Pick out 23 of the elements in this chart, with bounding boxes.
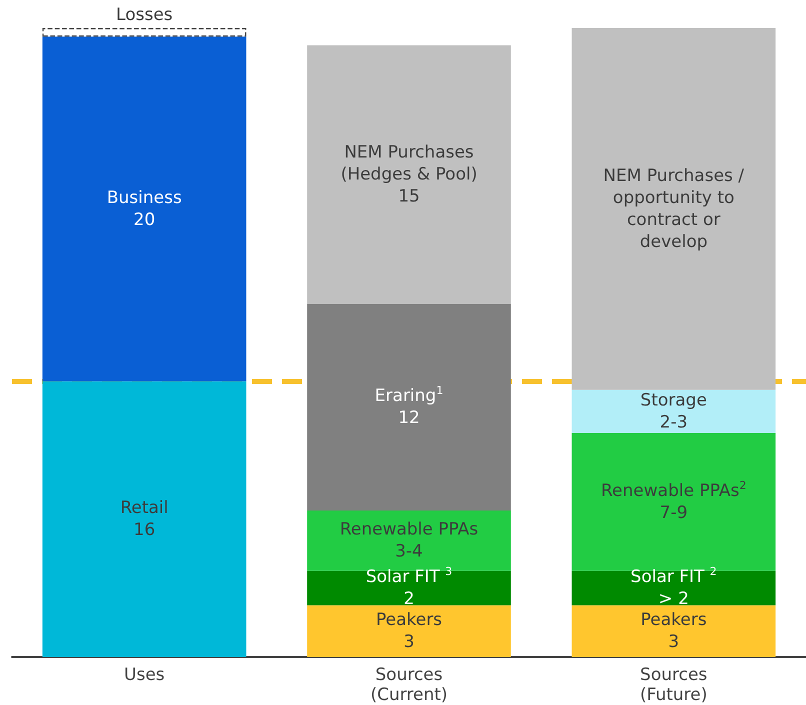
- x-tick-label: Sources (Future): [640, 665, 708, 705]
- data-label: Peakers 3: [376, 610, 442, 652]
- data-label: Retail 16: [120, 498, 168, 540]
- x-tick-label: Uses: [124, 665, 165, 685]
- bar: [572, 605, 776, 657]
- bar: [307, 304, 511, 511]
- x-tick-label: Sources (Current): [370, 665, 448, 705]
- data-label: NEM Purchases / opportunity to contract or develop: [603, 166, 744, 252]
- bar: [572, 28, 776, 390]
- data-label: Business 20: [106, 188, 182, 230]
- data-label: Peakers 3: [640, 610, 707, 652]
- bar: [307, 45, 511, 304]
- bar: [42, 381, 246, 657]
- data-label: NEM Purchases (Hedges & Pool) 15: [340, 142, 478, 206]
- bar: [42, 36, 246, 382]
- data-label: Renewable PPAs 3-4: [340, 520, 478, 562]
- bar: [572, 390, 776, 433]
- bar: [42, 28, 246, 37]
- bar: [307, 605, 511, 657]
- text: Solar FIT 3 2: [366, 565, 452, 610]
- data-label: Storage 2-3: [640, 390, 707, 432]
- data-label: Losses: [116, 5, 173, 25]
- text: Solar FIT 2 > 2: [630, 565, 717, 610]
